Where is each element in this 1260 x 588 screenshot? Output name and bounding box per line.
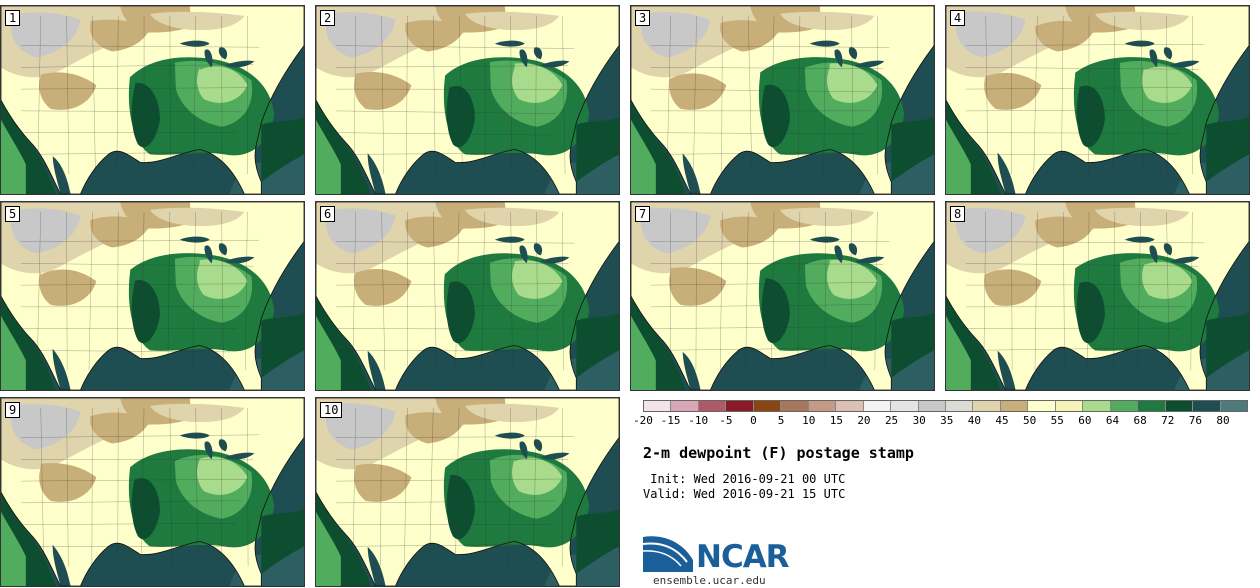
dewpoint-map	[1, 202, 304, 390]
colorbar-swatch	[945, 401, 974, 411]
colorbar-tick-label: 10	[802, 414, 816, 427]
member-number: 4	[950, 10, 966, 26]
member-panel: 7	[630, 201, 935, 391]
site-url: ensemble.ucar.edu	[653, 574, 766, 587]
dewpoint-map	[316, 398, 619, 586]
colorbar-tick-label: 35	[940, 414, 954, 427]
member-number: 9	[5, 402, 21, 418]
member-panel: 10	[315, 397, 620, 587]
dewpoint-map	[946, 6, 1249, 194]
colorbar-swatch	[726, 401, 754, 411]
colorbar-tick-label: 5	[777, 414, 785, 427]
member-number: 3	[635, 10, 651, 26]
colorbar	[643, 400, 1248, 412]
colorbar-swatch	[1055, 401, 1084, 411]
colorbar-tick-label: 72	[1161, 414, 1175, 427]
dewpoint-map	[1, 6, 304, 194]
init-time: Init: Wed 2016-09-21 00 UTC	[643, 472, 846, 486]
dewpoint-map	[316, 6, 619, 194]
colorbar-swatch	[863, 401, 892, 411]
colorbar-swatch	[1138, 401, 1166, 411]
colorbar-swatch	[836, 401, 864, 411]
ncar-logo-icon	[643, 536, 693, 572]
member-panel: 8	[945, 201, 1250, 391]
colorbar-swatch	[1028, 401, 1056, 411]
colorbar-tick-label: -20	[633, 414, 653, 427]
colorbar-tick-label: 30	[912, 414, 926, 427]
member-number: 5	[5, 206, 21, 222]
colorbar-swatch	[753, 401, 782, 411]
dewpoint-map	[631, 6, 934, 194]
dewpoint-map	[316, 202, 619, 390]
dewpoint-map	[946, 202, 1249, 390]
colorbar-tick-label: 0	[750, 414, 757, 427]
colorbar-tick-label: 50	[1023, 414, 1037, 427]
member-panel: 2	[315, 5, 620, 195]
dewpoint-map	[1, 398, 304, 586]
colorbar-tick-label: 68	[1133, 414, 1147, 427]
member-number: 10	[320, 402, 343, 418]
member-number: 8	[950, 206, 966, 222]
dewpoint-map	[631, 202, 934, 390]
member-number: 1	[5, 10, 21, 26]
colorbar-tick-label: 45	[995, 414, 1009, 427]
colorbar-swatch	[1165, 401, 1194, 411]
colorbar-swatch	[1083, 401, 1111, 411]
colorbar-tick-label: -5	[719, 414, 733, 427]
colorbar-swatch	[1193, 401, 1221, 411]
figure-title: 2-m dewpoint (F) postage stamp	[643, 444, 914, 462]
member-panel: 6	[315, 201, 620, 391]
colorbar-swatch	[1110, 401, 1139, 411]
colorbar-tick-label: -10	[688, 414, 709, 427]
colorbar-tick-label: 60	[1078, 414, 1092, 427]
colorbar-swatch	[1000, 401, 1029, 411]
colorbar-swatch	[671, 401, 699, 411]
member-panel: 4	[945, 5, 1250, 195]
colorbar-tick-label: 55	[1050, 414, 1064, 427]
colorbar-swatch	[1220, 401, 1247, 411]
colorbar-swatch	[781, 401, 809, 411]
colorbar-tick-label: 76	[1188, 414, 1202, 427]
colorbar-tick-label: 64	[1105, 414, 1120, 427]
member-number: 7	[635, 206, 651, 222]
colorbar-swatch	[808, 401, 837, 411]
colorbar-tick-label: 15	[829, 414, 843, 427]
member-panel: 1	[0, 5, 305, 195]
colorbar-tick-label: 40	[967, 414, 982, 427]
colorbar-tick-label: 20	[857, 414, 871, 427]
member-number: 2	[320, 10, 336, 26]
colorbar-tick-label: 80	[1216, 414, 1230, 427]
member-panel: 9	[0, 397, 305, 587]
member-panel: 5	[0, 201, 305, 391]
valid-time: Valid: Wed 2016-09-21 15 UTC	[643, 487, 846, 501]
member-panel: 3	[630, 5, 935, 195]
colorbar-swatch	[973, 401, 1001, 411]
logo-text: NCAR	[696, 539, 790, 575]
colorbar-swatch	[891, 401, 919, 411]
member-number: 6	[320, 206, 336, 222]
colorbar-swatch	[644, 401, 672, 411]
colorbar-tick-label: -15	[660, 414, 681, 427]
colorbar-swatch	[698, 401, 727, 411]
colorbar-tick-label: 25	[884, 414, 899, 427]
colorbar-swatch	[918, 401, 946, 411]
colorbar-tick-labels: -20 -15 -10 -5 0 5 10 15 20 25 30 35 40 45 50 55 60 64 68 7…	[633, 414, 1248, 428]
